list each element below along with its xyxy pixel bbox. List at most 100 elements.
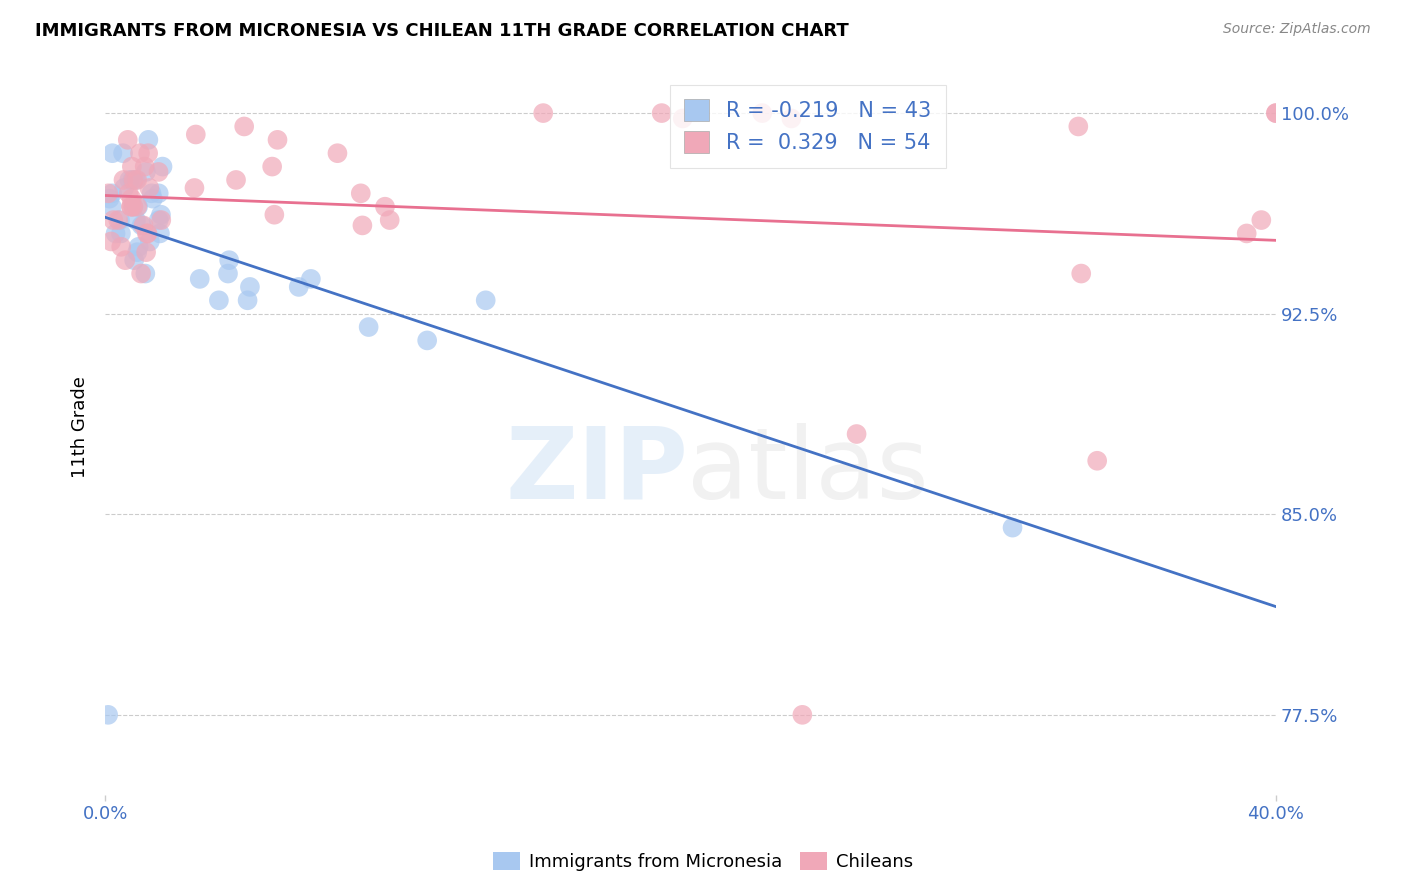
- Point: [138, 181, 160, 195]
- Point: [1250, 213, 1272, 227]
- Point: [208, 293, 231, 308]
- Point: [374, 200, 396, 214]
- Point: [326, 146, 349, 161]
- Point: [352, 219, 374, 233]
- Point: [112, 173, 135, 187]
- Point: [672, 112, 695, 126]
- Text: Source: ZipAtlas.com: Source: ZipAtlas.com: [1223, 22, 1371, 37]
- Point: [131, 219, 153, 233]
- Point: [107, 213, 129, 227]
- Point: [127, 200, 149, 214]
- Point: [129, 267, 152, 281]
- Point: [132, 219, 155, 233]
- Point: [101, 186, 124, 201]
- Text: IMMIGRANTS FROM MICRONESIA VS CHILEAN 11TH GRADE CORRELATION CHART: IMMIGRANTS FROM MICRONESIA VS CHILEAN 11…: [35, 22, 849, 40]
- Point: [416, 334, 439, 348]
- Point: [98, 192, 121, 206]
- Point: [114, 253, 136, 268]
- Point: [104, 227, 127, 241]
- Text: ZIP: ZIP: [506, 423, 689, 520]
- Point: [112, 181, 135, 195]
- Point: [118, 173, 141, 187]
- Point: [148, 213, 170, 227]
- Point: [233, 120, 256, 134]
- Point: [188, 272, 211, 286]
- Point: [122, 200, 145, 214]
- Point: [218, 253, 240, 268]
- Point: [127, 245, 149, 260]
- Point: [150, 213, 173, 227]
- Point: [183, 181, 205, 195]
- Point: [148, 165, 170, 179]
- Point: [128, 240, 150, 254]
- Point: [120, 200, 142, 214]
- Point: [651, 106, 673, 120]
- Point: [101, 200, 124, 214]
- Point: [125, 213, 148, 227]
- Point: [239, 280, 262, 294]
- Point: [135, 245, 157, 260]
- Point: [148, 186, 170, 201]
- Point: [792, 707, 814, 722]
- Point: [101, 146, 124, 161]
- Point: [142, 192, 165, 206]
- Point: [121, 173, 143, 187]
- Point: [97, 186, 120, 201]
- Point: [97, 707, 120, 722]
- Point: [122, 253, 145, 268]
- Point: [112, 146, 135, 161]
- Point: [136, 146, 159, 161]
- Point: [110, 227, 132, 241]
- Point: [121, 192, 143, 206]
- Point: [118, 186, 141, 201]
- Point: [136, 227, 159, 241]
- Point: [110, 240, 132, 254]
- Point: [531, 106, 554, 120]
- Point: [299, 272, 322, 286]
- Point: [134, 267, 156, 281]
- Point: [1236, 227, 1258, 241]
- Point: [135, 227, 157, 241]
- Point: [127, 173, 149, 187]
- Point: [1070, 267, 1092, 281]
- Point: [474, 293, 496, 308]
- Point: [845, 427, 868, 442]
- Point: [378, 213, 401, 227]
- Point: [1085, 454, 1108, 468]
- Point: [139, 235, 162, 249]
- Point: [103, 213, 125, 227]
- Point: [141, 186, 163, 201]
- Point: [135, 165, 157, 179]
- Point: [1067, 120, 1090, 134]
- Point: [129, 146, 152, 161]
- Y-axis label: 11th Grade: 11th Grade: [72, 376, 89, 478]
- Point: [125, 173, 148, 187]
- Point: [152, 160, 174, 174]
- Point: [149, 208, 172, 222]
- Legend: Immigrants from Micronesia, Chileans: Immigrants from Micronesia, Chileans: [485, 845, 921, 879]
- Point: [287, 280, 309, 294]
- Point: [100, 235, 122, 249]
- Point: [751, 106, 773, 120]
- Point: [266, 133, 288, 147]
- Point: [350, 186, 373, 201]
- Point: [1001, 521, 1024, 535]
- Point: [117, 133, 139, 147]
- Point: [120, 200, 142, 214]
- Point: [108, 213, 131, 227]
- Point: [1265, 106, 1288, 120]
- Point: [184, 128, 207, 142]
- Point: [236, 293, 259, 308]
- Point: [263, 208, 285, 222]
- Point: [1265, 106, 1288, 120]
- Point: [122, 173, 145, 187]
- Point: [225, 173, 247, 187]
- Point: [121, 160, 143, 174]
- Point: [134, 160, 156, 174]
- Text: atlas: atlas: [688, 423, 928, 520]
- Point: [780, 112, 803, 126]
- Point: [127, 200, 149, 214]
- Point: [122, 200, 145, 214]
- Point: [149, 227, 172, 241]
- Point: [357, 320, 380, 334]
